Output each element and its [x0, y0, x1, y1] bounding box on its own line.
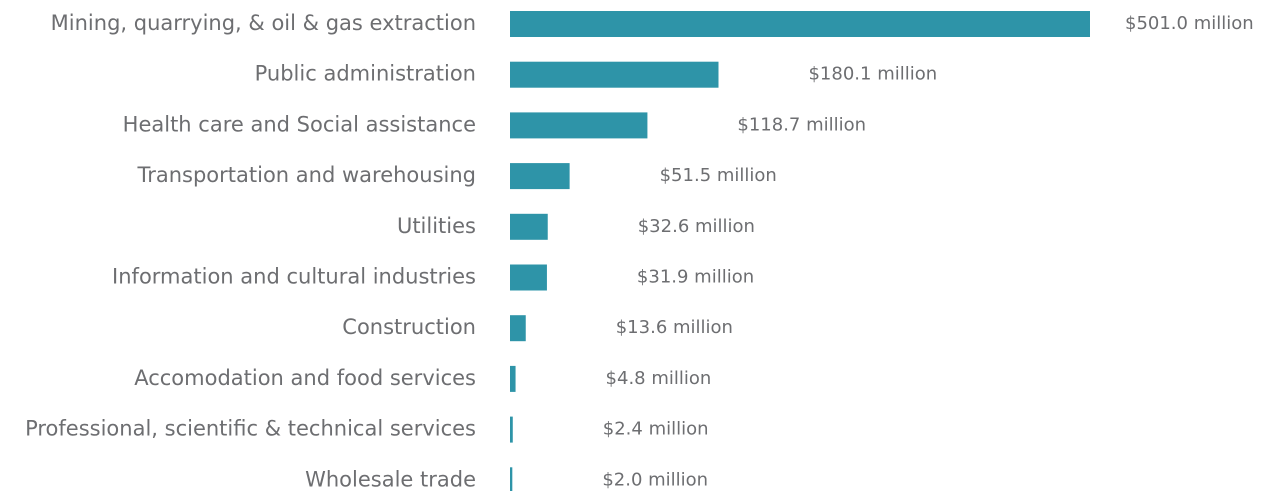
- value-label: $31.9 million: [637, 267, 754, 288]
- category-label: Construction: [342, 315, 476, 339]
- bar: [510, 11, 1090, 37]
- bar: [510, 264, 547, 291]
- value-label: $13.6 million: [616, 317, 733, 338]
- bar: [510, 365, 516, 392]
- bar: [510, 112, 648, 139]
- category-label: Public administration: [255, 62, 476, 86]
- category-label: Health care and Social assistance: [123, 112, 476, 136]
- category-label: Wholesale trade: [305, 467, 476, 491]
- bar: [510, 315, 526, 342]
- bar: [510, 61, 719, 88]
- value-label: $2.0 million: [602, 469, 708, 490]
- category-label: Mining, quarrying, & oil & gas extractio…: [51, 11, 476, 35]
- bar: [510, 416, 513, 443]
- category-label: Transportation and warehousing: [136, 163, 476, 187]
- value-label: $118.7 million: [737, 114, 866, 135]
- category-label: Utilities: [397, 214, 476, 238]
- value-label: $51.5 million: [660, 165, 777, 186]
- value-label: $4.8 million: [606, 368, 712, 389]
- value-label: $180.1 million: [808, 64, 937, 85]
- bar: [510, 213, 548, 240]
- category-label: Information and cultural industries: [112, 265, 476, 289]
- value-label: $501.0 million: [1125, 13, 1254, 34]
- category-label: Professional, scientific & technical ser…: [25, 417, 476, 441]
- category-label: Accomodation and food services: [134, 366, 476, 390]
- value-label: $2.4 million: [603, 419, 709, 440]
- bar: [510, 467, 513, 491]
- value-label: $32.6 million: [638, 216, 755, 237]
- bar: [510, 163, 570, 190]
